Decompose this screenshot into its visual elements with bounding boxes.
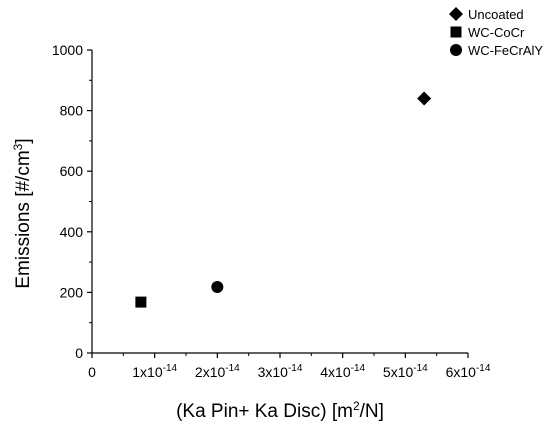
data-point-wc-fecraly: [211, 280, 224, 293]
y-title-superscript: 3: [11, 143, 25, 150]
x-tick-label: 5x10-14: [383, 363, 428, 380]
x-tick-exponent: -14: [163, 363, 178, 374]
x-tick-exponent: -14: [225, 363, 240, 374]
x-title-tail: /N]: [360, 401, 384, 422]
y-title-main: Emissions [#/cm: [13, 150, 34, 288]
legend-marker-wc-cocr: [450, 26, 462, 38]
data-point-wc-cocr: [135, 296, 147, 308]
x-tick-mantissa: 1x10: [132, 364, 163, 380]
x-tick-exponent: -14: [476, 363, 491, 374]
x-title-main: (Ka Pin+ Ka Disc) [m: [176, 401, 353, 422]
x-tick-label: 1x10-14: [132, 363, 177, 380]
x-tick-mantissa: 5x10: [383, 364, 414, 380]
x-tick-label: 4x10-14: [320, 363, 365, 380]
y-axis-title: Emissions [#/cm3]: [11, 138, 34, 288]
x-axis-title: (Ka Pin+ Ka Disc) [m2/N]: [176, 399, 384, 422]
legend-marker-wc-fecraly: [450, 44, 462, 56]
data-point-uncoated: [417, 91, 432, 106]
legend-label: WC-FeCrAlY: [468, 43, 543, 58]
x-tick-exponent: -14: [288, 363, 303, 374]
legend-label: WC-CoCr: [468, 25, 525, 40]
legend-label: Uncoated: [468, 7, 524, 22]
legend: Uncoated WC-CoCr WC-FeCrAlY: [449, 7, 543, 58]
data-points: [135, 91, 432, 308]
y-tick-label: 200: [60, 284, 84, 300]
x-tick-mantissa: 2x10: [195, 364, 226, 380]
x-tick-mantissa: 4x10: [320, 364, 351, 380]
x-tick-exponent: -14: [351, 363, 366, 374]
x-tick-exponent: -14: [413, 363, 428, 374]
x-tick-label: 2x10-14: [195, 363, 240, 380]
x-tick-label: 6x10-14: [446, 363, 491, 380]
y-tick-label: 800: [60, 103, 84, 119]
y-tick-label: 600: [60, 163, 84, 179]
x-tick-label: 0: [88, 364, 96, 380]
y-tick-label: 0: [75, 345, 83, 361]
x-tick-mantissa: 6x10: [446, 364, 477, 380]
y-tick-label: 1000: [52, 42, 83, 58]
axes: [91, 50, 468, 354]
x-title-superscript: 2: [353, 399, 360, 413]
x-tick-mantissa: 3x10: [258, 364, 289, 380]
legend-marker-uncoated: [449, 7, 463, 21]
y-title-tail: ]: [13, 138, 34, 143]
x-tick-label: 3x10-14: [258, 363, 303, 380]
y-tick-label: 400: [60, 224, 84, 240]
